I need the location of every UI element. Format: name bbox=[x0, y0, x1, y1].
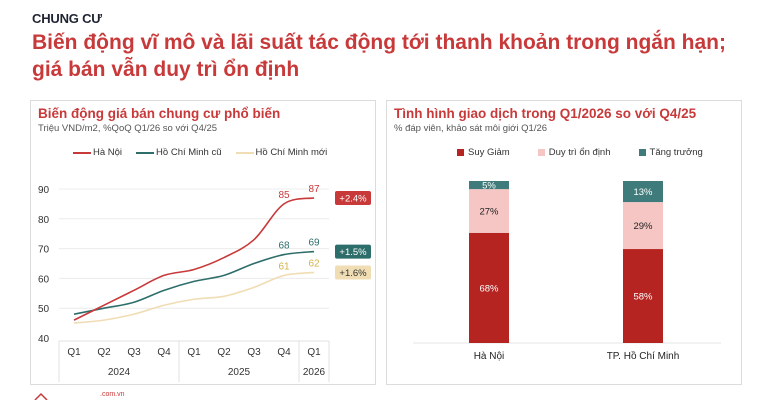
legend-item-stable: Duy trì ổn định bbox=[537, 147, 611, 158]
legend-square-icon bbox=[457, 149, 464, 156]
legend-square-icon bbox=[537, 149, 545, 156]
x-tick-label: Q4 bbox=[157, 347, 171, 358]
price-chart-panel: Biến động giá bán chung cư phổ biến Triệ… bbox=[30, 100, 376, 385]
change-badge-label: +2.4% bbox=[339, 193, 367, 204]
transaction-chart-legend: Suy Giảm Duy trì ổn định Tăng trưởng bbox=[457, 147, 703, 158]
bar-segment bbox=[469, 189, 509, 233]
x-group-label: 2024 bbox=[108, 367, 131, 378]
legend-item-hcm-new: Hồ Chí Minh mới bbox=[235, 147, 328, 158]
data-label: 62 bbox=[308, 258, 320, 269]
headline: Biến động vĩ mô và lãi suất tác động tới… bbox=[32, 31, 726, 81]
x-tick-label: Q4 bbox=[277, 347, 291, 358]
data-label: 68 bbox=[278, 241, 290, 252]
legend-line-icon bbox=[73, 151, 91, 154]
series-line bbox=[73, 271, 315, 324]
data-label: 61 bbox=[278, 261, 290, 272]
transaction-chart-title: Tình hình giao dịch trong Q1/2026 so với… bbox=[394, 106, 697, 121]
bar-segment bbox=[623, 202, 663, 250]
change-badge bbox=[335, 190, 371, 205]
bar-segment bbox=[623, 181, 663, 203]
x-tick-label: Q1 bbox=[67, 347, 81, 358]
series-line bbox=[73, 197, 315, 321]
x-group-label: 2026 bbox=[303, 367, 326, 378]
legend-item-hanoi: Hà Nội bbox=[73, 147, 122, 158]
logo-domain: .com.vn bbox=[100, 391, 125, 398]
data-label: 87 bbox=[308, 184, 320, 195]
y-tick-label: 60 bbox=[38, 274, 50, 285]
change-badge-label: +1.6% bbox=[339, 268, 367, 279]
legend-square-icon bbox=[638, 149, 646, 156]
legend-line-icon bbox=[235, 151, 254, 154]
data-label: 69 bbox=[308, 238, 320, 249]
legend-label: Hồ Chí Minh mới bbox=[255, 147, 328, 158]
legend-label: Hà Nội bbox=[93, 147, 123, 158]
category-label: Hà Nội bbox=[474, 351, 505, 362]
y-tick-label: 50 bbox=[38, 304, 50, 315]
legend-label: Suy Giảm bbox=[468, 147, 510, 158]
y-tick-label: 40 bbox=[38, 334, 50, 345]
stacked-bar-chart: 68% 27% 5% Hà Nội 58% 29% 13% TP. Hồ Chí Minh bbox=[413, 181, 721, 362]
legend-line-icon bbox=[136, 151, 155, 154]
legend-label: Tăng trưởng bbox=[649, 147, 703, 158]
price-chart-subtitle: Triệu VND/m2, %QoQ Q1/26 so với Q4/25 bbox=[38, 123, 218, 134]
x-tick-label: Q3 bbox=[247, 347, 261, 358]
change-badge bbox=[335, 244, 371, 259]
bar-segment-label: 27% bbox=[479, 206, 499, 217]
series-line bbox=[73, 250, 315, 315]
x-tick-label: Q1 bbox=[307, 347, 321, 358]
category-label: TP. Hồ Chí Minh bbox=[607, 350, 680, 362]
change-badge bbox=[335, 265, 371, 280]
y-tick-label: 80 bbox=[38, 215, 50, 226]
bar-segment-label: 68% bbox=[479, 283, 499, 294]
legend-item-growth: Tăng trưởng bbox=[638, 147, 703, 158]
bar-segment bbox=[469, 181, 509, 190]
change-badge-label: +1.5% bbox=[339, 247, 367, 258]
y-tick-label: 90 bbox=[38, 185, 50, 196]
x-group-label: 2025 bbox=[228, 367, 251, 378]
bar-segment-label: 29% bbox=[633, 221, 653, 232]
line-chart: 40 50 60 70 80 90 Q1 Q2 Q3 Q4 Q1 Q2 Q3 Q4 Q1 2024 2025 20… bbox=[38, 184, 371, 382]
price-chart-legend: Hà Nội Hồ Chí Minh cũ Hồ Chí Minh mới bbox=[73, 147, 327, 158]
x-tick-label: Q2 bbox=[217, 347, 231, 358]
data-label: 85 bbox=[278, 190, 290, 201]
price-chart-title: Biến động giá bán chung cư phổ biến bbox=[38, 106, 281, 121]
x-tick-label: Q3 bbox=[127, 347, 141, 358]
legend-label: Duy trì ổn định bbox=[548, 147, 611, 158]
transaction-chart-subtitle: % đáp viên, khảo sát môi giới Q1/26 bbox=[394, 123, 548, 134]
transaction-chart-panel: Tình hình giao dịch trong Q1/2026 so với… bbox=[386, 100, 742, 385]
logo-house-icon bbox=[34, 392, 48, 400]
section-label: CHUNG CƯ bbox=[32, 11, 102, 26]
legend-label: Hồ Chí Minh cũ bbox=[156, 147, 222, 158]
legend-item-decline: Suy Giảm bbox=[457, 147, 510, 158]
x-tick-label: Q1 bbox=[187, 347, 201, 358]
bar-segment-label: 13% bbox=[633, 187, 653, 198]
bar-segment-label: 58% bbox=[633, 292, 653, 303]
bar-segment bbox=[623, 249, 663, 343]
y-tick-label: 70 bbox=[38, 245, 50, 256]
bar-segment bbox=[469, 232, 509, 343]
legend-item-hcm-old: Hồ Chí Minh cũ bbox=[136, 147, 222, 158]
x-tick-label: Q2 bbox=[97, 347, 111, 358]
bar-segment-label: 5% bbox=[482, 181, 496, 192]
